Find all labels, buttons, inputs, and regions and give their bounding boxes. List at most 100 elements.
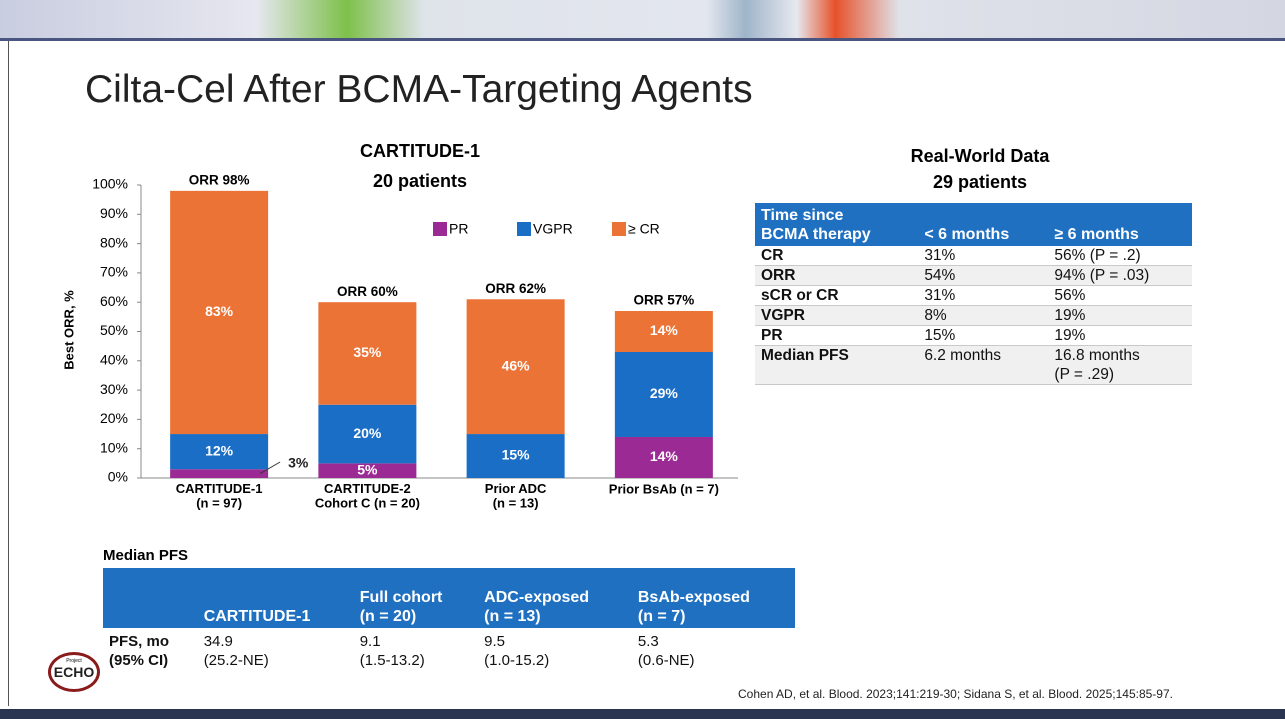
header-row: CARTITUDE-1 Full cohort (n = 20) ADC-expos… [103, 568, 795, 628]
table-row: ORR 54% 94% (P = .03) [755, 265, 1192, 286]
bar-segment [614, 310, 713, 353]
table-cell: 56% [1048, 285, 1192, 306]
total-label: ORR 60% [337, 284, 398, 299]
value-label: 14% [650, 322, 679, 338]
y-tick-label: 20% [100, 410, 128, 426]
bar-segment [170, 434, 269, 470]
table-cell: PR [755, 325, 919, 346]
bar-segment [318, 302, 417, 405]
y-tick-label: 90% [100, 205, 128, 221]
table-cell: 54% [918, 265, 1049, 286]
bar-segment [466, 434, 565, 478]
table-cell: 19% [1048, 305, 1192, 326]
table-cell: VGPR [755, 305, 919, 326]
y-tick-label: 0% [108, 469, 128, 485]
value-label: 46% [502, 357, 531, 373]
legend-swatch [612, 222, 626, 236]
table-cell: 15% [918, 325, 1049, 346]
chart-title: CARTITUDE-1 [360, 141, 480, 161]
bar-segment [614, 352, 713, 437]
table-cell: 31% [918, 285, 1049, 306]
header-cell: BsAb-exposed (n = 7) [631, 568, 795, 628]
table-cell: 8% [918, 305, 1049, 326]
value-label: 15% [502, 447, 531, 463]
table-title: Real-World Data 29 patients [850, 143, 1110, 195]
legend-label: VGPR [533, 221, 573, 237]
y-tick-label: 50% [100, 322, 128, 338]
leader-line [259, 461, 281, 475]
chart: CARTITUDE-1 20 patients Best ORR, % 0% 10… [61, 141, 738, 511]
legend-label: ≥ CR [628, 221, 660, 237]
table-row: CR 31% 56% (P = .2) [755, 246, 1192, 266]
value-label: 5% [357, 461, 378, 477]
bar-segment [318, 463, 417, 478]
value-label: 14% [650, 448, 679, 464]
total-label: ORR 57% [633, 293, 694, 308]
bar-segment [170, 190, 269, 435]
y-tick-label: 40% [100, 352, 128, 368]
citation: Cohen AD, et al. Blood. 2023;141:219-30;… [738, 687, 1173, 701]
y-tick-label: 60% [100, 293, 128, 309]
value-label: 20% [353, 425, 382, 441]
table-cell: 5.3 (0.6-NE) [637, 633, 695, 669]
header-cell: < 6 months [918, 203, 1049, 246]
slide-title: Cilta-Cel After BCMA-Targeting Agents [85, 68, 753, 111]
chart-subtitle: 20 patients [373, 171, 467, 191]
real-world-table: Time since BCMA therapy < 6 months ≥ 6 mon… [755, 203, 1192, 385]
banner [0, 0, 1285, 41]
header-cell: ADC-exposed (n = 13) [478, 568, 632, 628]
x-tick-label: CARTITUDE-1 (n = 97) [176, 481, 263, 510]
header-row: Time since BCMA therapy < 6 months ≥ 6 mon… [755, 203, 1192, 246]
table-cell: 6.2 months [918, 345, 1049, 385]
bar-segment [614, 436, 713, 478]
bar-segment [466, 299, 565, 435]
table-cell: CR [755, 246, 919, 266]
x-tick-label: CARTITUDE-2 Cohort C (n = 20) [315, 481, 420, 510]
table-row: Median PFS 6.2 months 16.8 months (P = .29… [755, 345, 1192, 385]
logo-small: Project [66, 658, 82, 664]
header-cell [103, 568, 198, 628]
x-tick-label: Prior BsAb (n = 7) [609, 481, 719, 496]
bar-segment [318, 404, 417, 464]
table-row: PR 15% 19% [755, 325, 1192, 346]
y-tick-label: 80% [100, 234, 128, 250]
table-title: Median PFS [103, 547, 189, 564]
table-cell: 94% (P = .03) [1048, 265, 1192, 286]
border [8, 41, 9, 706]
y-tick-label: 70% [100, 264, 128, 280]
y-tick-label: 10% [100, 439, 128, 455]
value-label: 3% [288, 455, 309, 471]
legend-swatch [517, 222, 531, 236]
header-cell: Time since BCMA therapy [755, 203, 919, 246]
table-row: VGPR 8% 19% [755, 305, 1192, 326]
logo-text: ECHO [53, 664, 95, 680]
footer-band [0, 709, 1285, 719]
table-cell: 9.1 (1.5-13.2) [359, 633, 425, 669]
table-cell: ORR [755, 265, 919, 286]
table-cell: sCR or CR [755, 285, 919, 306]
y-axis-label: Best ORR, % [61, 290, 76, 370]
table-cell: 9.5 (1.0-15.2) [484, 633, 550, 669]
header-cell: CARTITUDE-1 [197, 568, 354, 628]
y-tick-label: 30% [100, 381, 128, 397]
total-label: ORR 98% [189, 172, 250, 187]
table-cell: 19% [1048, 325, 1192, 346]
value-label: 29% [650, 385, 679, 401]
logo: Project ECHO [48, 652, 100, 692]
header-cell: Full cohort (n = 20) [353, 568, 479, 628]
header-cell: ≥ 6 months [1048, 203, 1192, 246]
x-tick-label: Prior ADC (n = 13) [485, 481, 547, 510]
legend-swatch [433, 222, 447, 236]
table-row: PFS, mo (95% CI) 34.9 (25.2-NE) 9.1 (1.5-1… [103, 628, 795, 670]
total-label: ORR 62% [485, 281, 546, 296]
legend-label: PR [449, 221, 468, 237]
value-label: 83% [205, 303, 234, 319]
value-label: 12% [205, 442, 234, 458]
table-cell: 56% (P = .2) [1048, 246, 1192, 266]
y-tick-label: 100% [92, 176, 128, 192]
table-row: sCR or CR 31% 56% [755, 285, 1192, 306]
subtitle: 29 patients [932, 172, 1028, 192]
pfs-table: CARTITUDE-1 Full cohort (n = 20) ADC-expos… [103, 568, 795, 670]
title: Real-World Data [910, 146, 1050, 166]
table-cell: Median PFS [755, 345, 919, 385]
